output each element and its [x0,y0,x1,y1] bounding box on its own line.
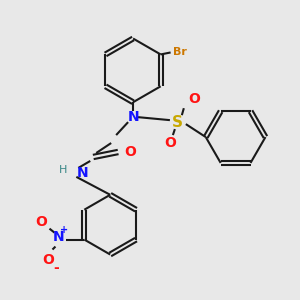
Text: Br: Br [172,47,187,58]
Text: O: O [36,215,47,229]
Text: O: O [124,145,136,159]
Text: N: N [76,166,88,180]
Text: O: O [188,92,200,106]
Text: -: - [54,261,59,275]
Text: +: + [60,225,68,235]
Text: N: N [127,110,139,124]
Text: H: H [59,165,68,175]
Text: O: O [164,136,176,150]
Text: O: O [43,254,54,268]
Text: S: S [172,115,183,130]
Text: N: N [52,230,64,244]
